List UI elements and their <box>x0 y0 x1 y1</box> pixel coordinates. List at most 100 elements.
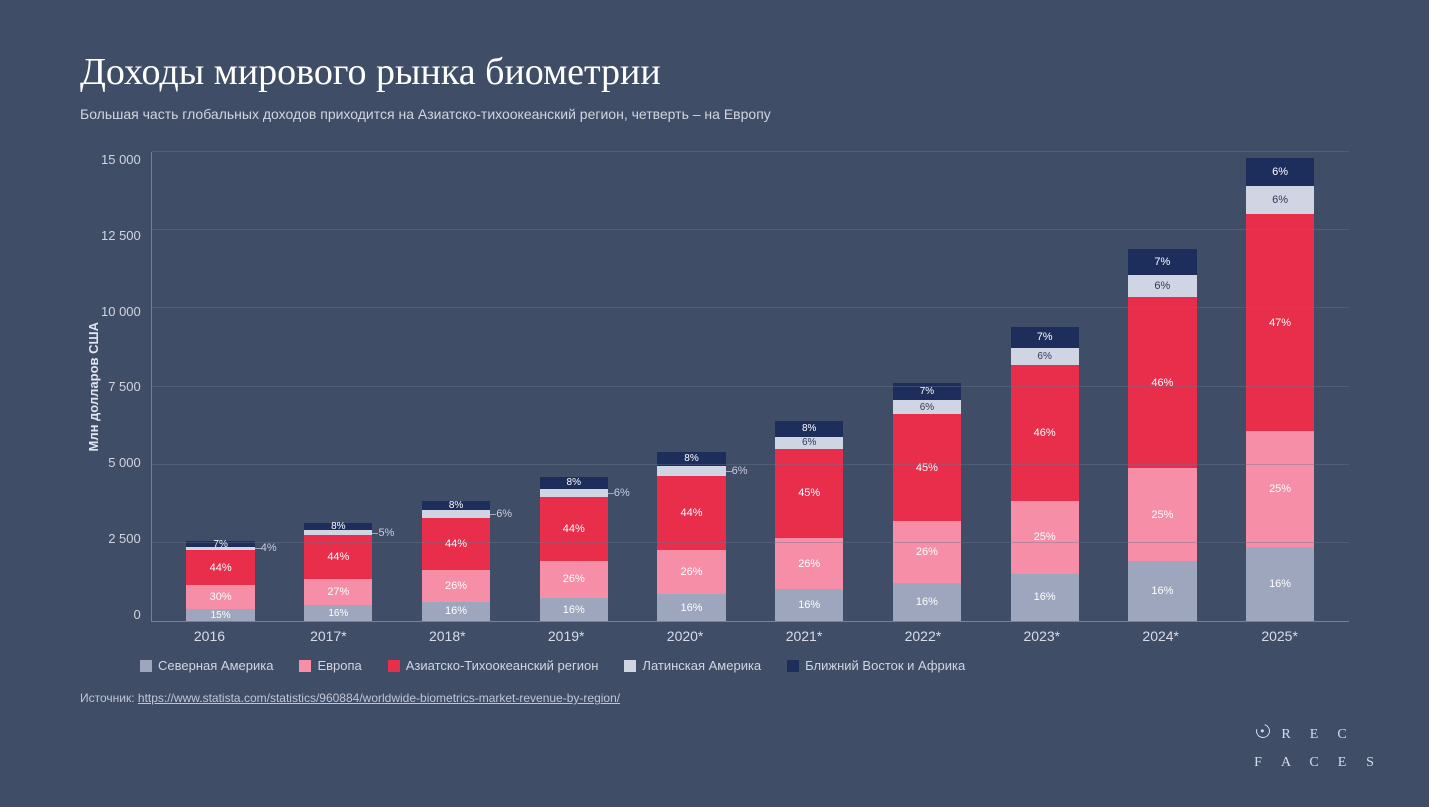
chart-plot: 15%30%44%4%7%16%27%44%5%8%16%26%44%6%8%1… <box>151 152 1349 622</box>
grid-line <box>152 542 1349 543</box>
brand-logo: REC FACES <box>1249 721 1389 777</box>
legend-swatch <box>299 660 311 672</box>
segment-label-external: 6% <box>496 508 512 520</box>
bar-stack: 16%26%44%6%8% <box>657 452 725 621</box>
x-axis-labels: 20162017*2018*2019*2020*2021*2022*2023*2… <box>140 622 1349 644</box>
bar-segment-mea: 8% <box>540 477 608 489</box>
bar-segment-apac: 45% <box>893 414 961 521</box>
bar-segment-la: 6% <box>1011 348 1079 366</box>
bar-stack: 15%30%44%4%7% <box>186 541 254 621</box>
y-tick-label: 10 000 <box>101 304 141 319</box>
bar-segment-eu: 25% <box>1128 468 1196 561</box>
bar-column: 16%26%44%6%8% <box>397 152 515 621</box>
bar-segment-eu: 30% <box>186 585 254 609</box>
legend-swatch <box>140 660 152 672</box>
bar-column: 16%26%44%6%8% <box>633 152 751 621</box>
legend-item-na: Северная Америка <box>140 658 273 673</box>
grid-line <box>152 307 1349 308</box>
bar-stack: 16%26%44%6%8% <box>422 501 490 621</box>
bar-column: 16%25%46%6%7% <box>986 152 1104 621</box>
bar-segment-eu: 26% <box>422 570 490 601</box>
y-tick-label: 0 <box>101 607 141 622</box>
source-line: Источник: https://www.statista.com/stati… <box>80 691 1349 705</box>
legend-label: Северная Америка <box>158 658 273 673</box>
bar-segment-mea: 8% <box>422 501 490 511</box>
chart-legend: Северная Америка Европа Азиатско-Тихоокеан… <box>140 658 1349 673</box>
legend-item-la: Латинская Америка <box>624 658 761 673</box>
bar-segment-na: 16% <box>1246 547 1314 621</box>
bar-stack: 16%27%44%5%8% <box>304 523 372 621</box>
bar-segment-eu: 26% <box>540 561 608 598</box>
bar-stack: 16%26%45%6%7% <box>893 383 961 621</box>
bar-column: 15%30%44%4%7% <box>162 152 280 621</box>
x-tick-label: 2020* <box>626 628 745 644</box>
bar-segment-apac: 44% <box>540 497 608 560</box>
legend-swatch <box>388 660 400 672</box>
bar-segment-la: 6% <box>893 400 961 414</box>
legend-swatch <box>624 660 636 672</box>
grid-line <box>152 386 1349 387</box>
x-tick-label: 2023* <box>982 628 1101 644</box>
y-tick-label: 12 500 <box>101 228 141 243</box>
legend-label: Латинская Америка <box>642 658 761 673</box>
x-tick-label: 2017* <box>269 628 388 644</box>
x-tick-label: 2018* <box>388 628 507 644</box>
y-axis-label: Млн долларов США <box>80 322 101 452</box>
bar-segment-mea: 7% <box>1011 327 1079 348</box>
bar-segment-eu: 25% <box>1011 501 1079 574</box>
x-tick-label: 2022* <box>863 628 982 644</box>
grid-line <box>152 229 1349 230</box>
x-tick-label: 2019* <box>507 628 626 644</box>
bar-segment-na: 16% <box>304 605 372 621</box>
x-tick-label: 2024* <box>1101 628 1220 644</box>
bar-segment-la: 6% <box>1246 186 1314 214</box>
legend-swatch <box>787 660 799 672</box>
bar-segment-na: 15% <box>186 609 254 621</box>
bar-segment-mea: 8% <box>775 421 843 437</box>
x-tick-label: 2016 <box>150 628 269 644</box>
bar-segment-mea: 8% <box>304 523 372 531</box>
y-tick-label: 2 500 <box>101 531 141 546</box>
bar-stack: 16%25%46%6%7% <box>1128 249 1196 621</box>
legend-label: Европа <box>317 658 361 673</box>
bar-segment-apac: 45% <box>775 449 843 538</box>
bar-segment-apac: 44% <box>422 518 490 571</box>
bar-segment-la: 6% <box>540 489 608 498</box>
bar-column: 16%25%46%6%7% <box>1104 152 1222 621</box>
bar-segment-na: 16% <box>1128 561 1196 621</box>
bar-segment-eu: 26% <box>893 521 961 583</box>
bar-segment-na: 16% <box>422 602 490 621</box>
page-title: Доходы мирового рынка биометрии <box>80 50 1349 94</box>
bar-segment-mea: 7% <box>1128 249 1196 275</box>
bar-segment-la: 6% <box>422 510 490 517</box>
bar-segment-na: 16% <box>893 583 961 621</box>
legend-item-eu: Европа <box>299 658 361 673</box>
bar-segment-la: 6% <box>775 437 843 449</box>
legend-label: Ближний Восток и Африка <box>805 658 965 673</box>
grid-line <box>152 151 1349 152</box>
bar-segment-apac: 44% <box>186 550 254 585</box>
subtitle: Большая часть глобальных доходов приходи… <box>80 106 1349 122</box>
bar-segment-apac: 46% <box>1128 297 1196 468</box>
chart-area: Млн долларов США 15 000 12 500 10 000 7 500… <box>80 152 1349 622</box>
legend-item-apac: Азиатско-Тихоокеанский регион <box>388 658 599 673</box>
bar-segment-na: 16% <box>1011 574 1079 621</box>
source-link[interactable]: https://www.statista.com/statistics/9608… <box>138 691 620 705</box>
bar-stack: 16%25%47%6%6% <box>1246 158 1314 621</box>
y-tick-label: 7 500 <box>101 379 141 394</box>
bar-segment-la: 6% <box>1128 275 1196 297</box>
bar-stack: 16%25%46%6%7% <box>1011 327 1079 621</box>
chart-bars: 15%30%44%4%7%16%27%44%5%8%16%26%44%6%8%1… <box>152 152 1349 621</box>
segment-label-external: 4% <box>261 542 277 554</box>
bar-column: 16%26%45%6%7% <box>868 152 986 621</box>
legend-item-mea: Ближний Восток и Африка <box>787 658 965 673</box>
bar-column: 16%26%44%6%8% <box>515 152 633 621</box>
legend-label: Азиатско-Тихоокеанский регион <box>406 658 599 673</box>
bar-column: 16%26%45%6%8% <box>750 152 868 621</box>
x-tick-label: 2025* <box>1220 628 1339 644</box>
y-tick-label: 15 000 <box>101 152 141 167</box>
segment-label-external: 6% <box>614 487 630 499</box>
bar-segment-apac: 44% <box>657 476 725 550</box>
bar-column: 16%27%44%5%8% <box>279 152 397 621</box>
y-tick-label: 5 000 <box>101 455 141 470</box>
